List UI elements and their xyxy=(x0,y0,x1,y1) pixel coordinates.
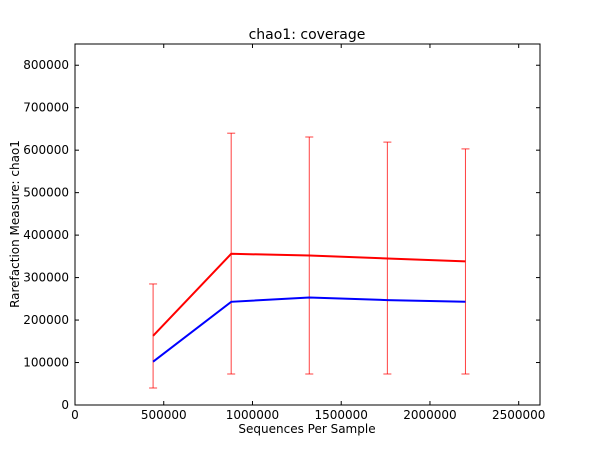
x-tick: 1500000 xyxy=(314,44,368,422)
x-tick: 500000 xyxy=(141,44,187,422)
error-bar xyxy=(149,283,158,389)
x-tick: 1000000 xyxy=(226,44,279,422)
series-line-1 xyxy=(152,252,466,337)
y-tick: 800000 xyxy=(23,58,540,72)
y-tick-label: 800000 xyxy=(23,58,69,72)
y-tick-label: 300000 xyxy=(23,271,69,285)
y-tick: 200000 xyxy=(23,313,540,327)
series-line-2 xyxy=(152,296,466,363)
x-axis-ticks: 0 500000 1000000 1500000 2000000 2500000 xyxy=(71,44,545,422)
x-tick-label: 0 xyxy=(71,408,79,422)
x-tick-label: 500000 xyxy=(141,408,187,422)
chart-title: chao1: coverage xyxy=(249,27,366,43)
y-axis-ticks: 0 100000 200000 300000 400000 500000 600000 700… xyxy=(23,58,540,412)
y-tick: 100000 xyxy=(23,356,540,370)
x-tick-label: 2500000 xyxy=(492,408,545,422)
plot-marks xyxy=(149,132,470,389)
y-tick: 0 xyxy=(61,398,540,412)
x-axis-label: Sequences Per Sample xyxy=(238,422,375,436)
y-tick-label: 500000 xyxy=(23,186,69,200)
x-tick-label: 1500000 xyxy=(314,408,367,422)
plot-frame xyxy=(74,43,541,406)
y-tick-label: 100000 xyxy=(23,356,69,370)
y-axis-label: Rarefaction Measure: chao1 xyxy=(8,140,22,308)
x-tick: 2000000 xyxy=(403,44,457,422)
y-tick-label: 700000 xyxy=(23,101,69,115)
x-tick-label: 2000000 xyxy=(403,408,456,422)
y-tick: 400000 xyxy=(23,228,540,242)
x-tick: 0 xyxy=(71,44,79,422)
y-tick: 500000 xyxy=(23,186,540,200)
y-tick-label: 400000 xyxy=(23,228,69,242)
y-tick: 700000 xyxy=(23,101,540,115)
x-tick: 2500000 xyxy=(492,44,545,422)
y-tick: 300000 xyxy=(23,271,540,285)
y-tick-label: 600000 xyxy=(23,143,69,157)
y-tick-label: 200000 xyxy=(23,313,69,327)
y-tick-label: 0 xyxy=(61,398,69,412)
x-tick-label: 1000000 xyxy=(226,408,279,422)
y-tick: 600000 xyxy=(23,143,540,157)
